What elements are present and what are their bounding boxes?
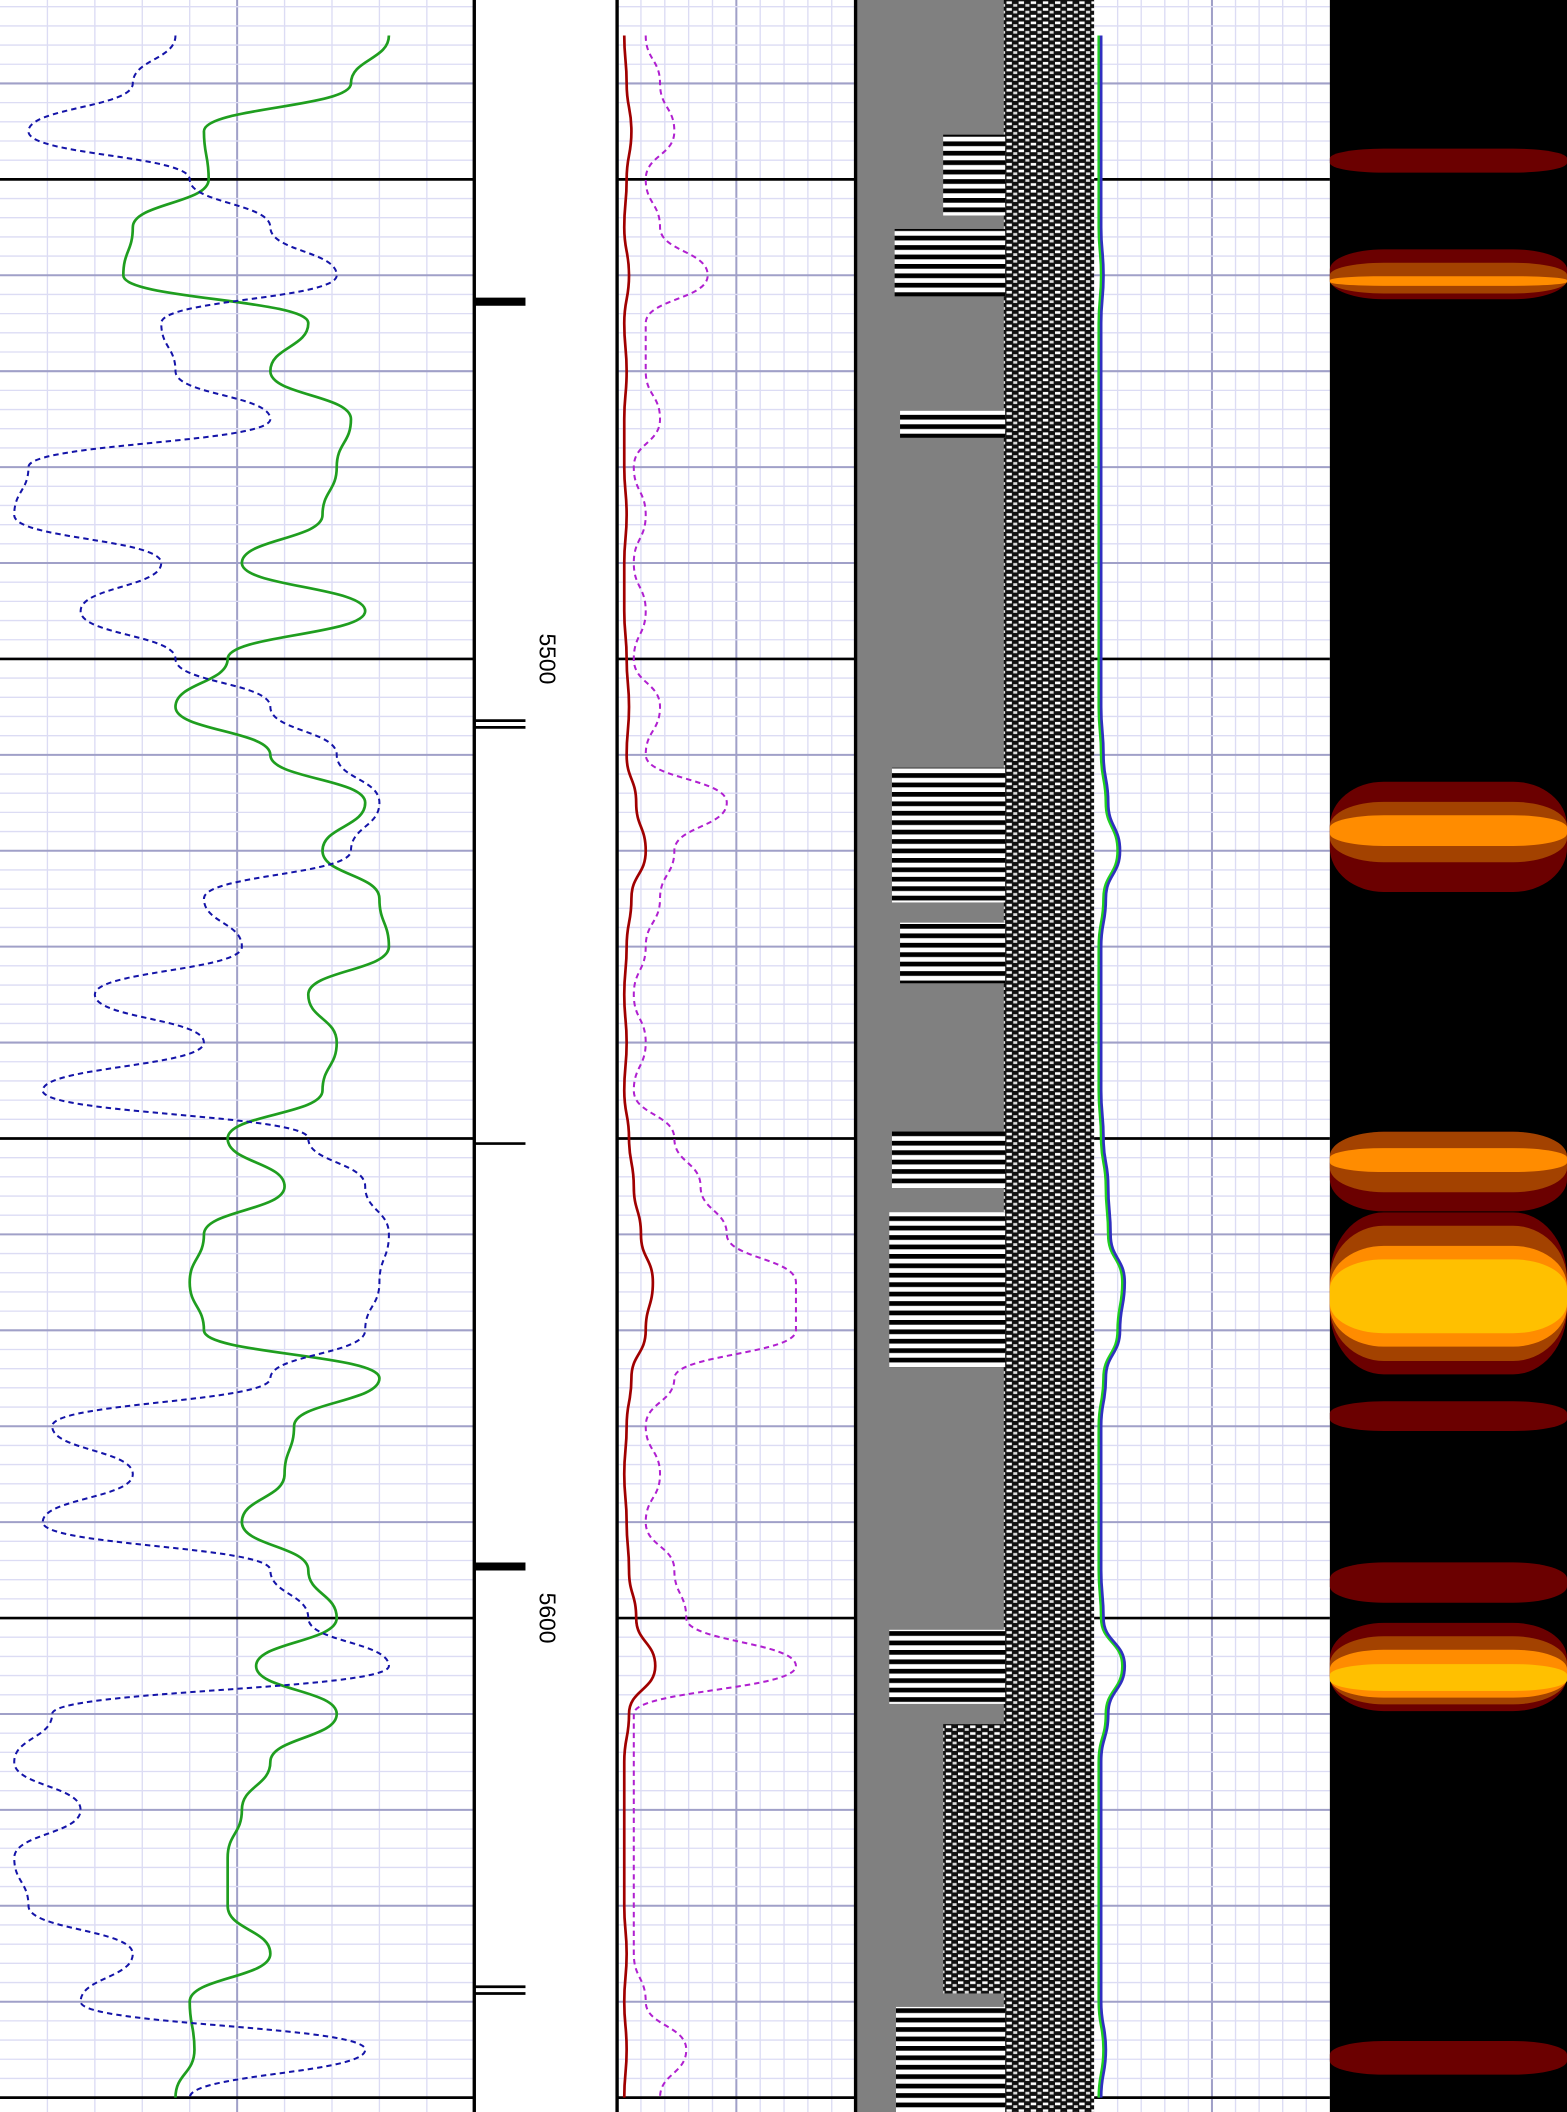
heatmap-band (1329, 276, 1567, 286)
heatmap-band (1329, 1148, 1567, 1173)
heatmap-band (1329, 1562, 1567, 1603)
image-texture (891, 767, 1006, 903)
image-texture (943, 134, 1006, 216)
curves (13, 35, 1127, 2098)
track-borders (472, 0, 858, 2112)
image-texture (896, 2006, 1006, 2112)
depth-markers (474, 297, 526, 1995)
image-texture (1003, 0, 1095, 2112)
image-texture (889, 1212, 1006, 1368)
log-curve (1097, 35, 1124, 2098)
heatmap-background (1329, 0, 1567, 2112)
image-track (855, 0, 1095, 2112)
heatmap-band (1329, 1259, 1567, 1334)
depth-labels: 5500 5600 (535, 633, 561, 1643)
heatmap (1329, 148, 1567, 2075)
heatmap-band (1329, 1664, 1567, 1691)
heatmap-band (1329, 1401, 1567, 1432)
depth-label: 5600 (535, 1593, 561, 1644)
depth-label: 5500 (535, 633, 561, 684)
log-curve (632, 35, 797, 2098)
log-curve (622, 35, 657, 2098)
heatmap-band (1329, 148, 1567, 173)
log-curve (121, 35, 391, 2098)
grid (0, 0, 1330, 2112)
image-texture (900, 922, 1006, 984)
log-curve (1099, 35, 1127, 2098)
image-texture (889, 1629, 1006, 1704)
image-texture (894, 228, 1006, 297)
log-curve (13, 35, 390, 2098)
image-texture (943, 1724, 1006, 1994)
heatmap-band (1329, 2041, 1567, 2075)
image-texture (900, 410, 1006, 438)
image-texture (891, 1131, 1006, 1188)
heatmap-band (1329, 815, 1567, 846)
